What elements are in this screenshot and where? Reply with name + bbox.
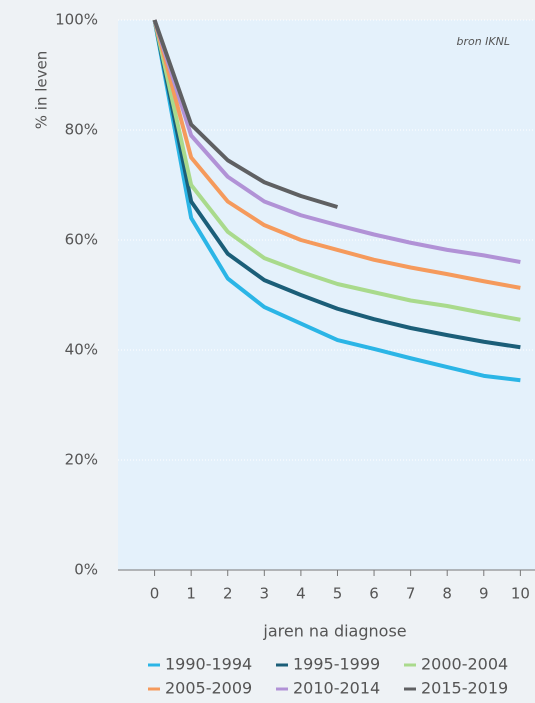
y-axis-label: % in leven [33, 51, 51, 129]
x-tick-label: 1 [186, 585, 196, 603]
line [152, 19, 521, 383]
y-tick-label: 100% [55, 11, 98, 29]
legend-label: 2010-2014 [293, 679, 380, 698]
x-tick-label: 10 [511, 585, 530, 603]
x-tick-label: 7 [406, 585, 416, 603]
x-tick-label: 2 [223, 585, 233, 603]
y-tick-label: 20% [65, 451, 98, 469]
x-tick-label: 5 [333, 585, 343, 603]
line [152, 19, 339, 209]
x-tick-label: 6 [369, 585, 379, 603]
legend-label: 1995-1999 [293, 655, 380, 674]
annotation: bron IKNL [456, 35, 510, 48]
line [152, 19, 521, 350]
legend-label: 2015-2019 [421, 679, 508, 698]
legend-label: 2000-2004 [421, 655, 508, 674]
y-tick-label: 40% [65, 341, 98, 359]
y-tick-label: 60% [65, 231, 98, 249]
legend-label: 1990-1994 [165, 655, 252, 674]
x-axis-label: jaren na diagnose [262, 622, 406, 641]
line [152, 19, 521, 290]
legend-label: 2005-2009 [165, 679, 252, 698]
x-tick-label: 8 [442, 585, 452, 603]
y-tick-label: 0% [74, 561, 98, 579]
y-tick-label: 80% [65, 121, 98, 139]
line [152, 19, 521, 322]
x-tick-label: 0 [150, 585, 160, 603]
line [152, 19, 521, 264]
x-tick-label: 9 [479, 585, 489, 603]
x-tick-label: 3 [260, 585, 270, 603]
x-tick-label: 4 [296, 585, 306, 603]
